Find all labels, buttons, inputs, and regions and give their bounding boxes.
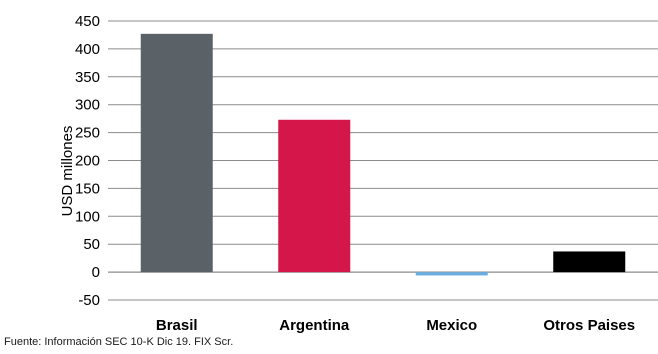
y-tick-label: -50 — [78, 292, 100, 309]
y-tick-label: 450 — [75, 13, 100, 30]
y-axis-title: USD millones — [59, 126, 76, 217]
y-tick-label: 200 — [75, 153, 100, 170]
x-category-label: Otros Paises — [543, 317, 635, 334]
y-tick-label: 50 — [83, 236, 100, 253]
y-axis-ticks: -50 0 50 100 150 200 250 300 350 400 450 — [75, 13, 100, 309]
bars — [140, 33, 626, 276]
y-tick-label: 250 — [75, 125, 100, 142]
bar-argentina — [278, 119, 351, 273]
bar-brasil — [140, 33, 213, 273]
x-category-label: Mexico — [426, 317, 477, 334]
y-tick-label: 350 — [75, 69, 100, 86]
bar-otros-paises — [553, 251, 626, 273]
bar-mexico — [415, 272, 488, 276]
source-note: Fuente: Información SEC 10-K Dic 19. FIX… — [4, 336, 234, 348]
y-tick-label: 100 — [75, 208, 100, 225]
x-axis-categories: Brasil Argentina Mexico Otros Paises — [156, 317, 635, 334]
x-category-label: Brasil — [156, 317, 198, 334]
y-tick-label: 400 — [75, 41, 100, 58]
y-tick-label: 300 — [75, 97, 100, 114]
y-tick-label: 0 — [92, 264, 100, 281]
x-category-label: Argentina — [279, 317, 350, 334]
y-tick-label: 150 — [75, 180, 100, 197]
